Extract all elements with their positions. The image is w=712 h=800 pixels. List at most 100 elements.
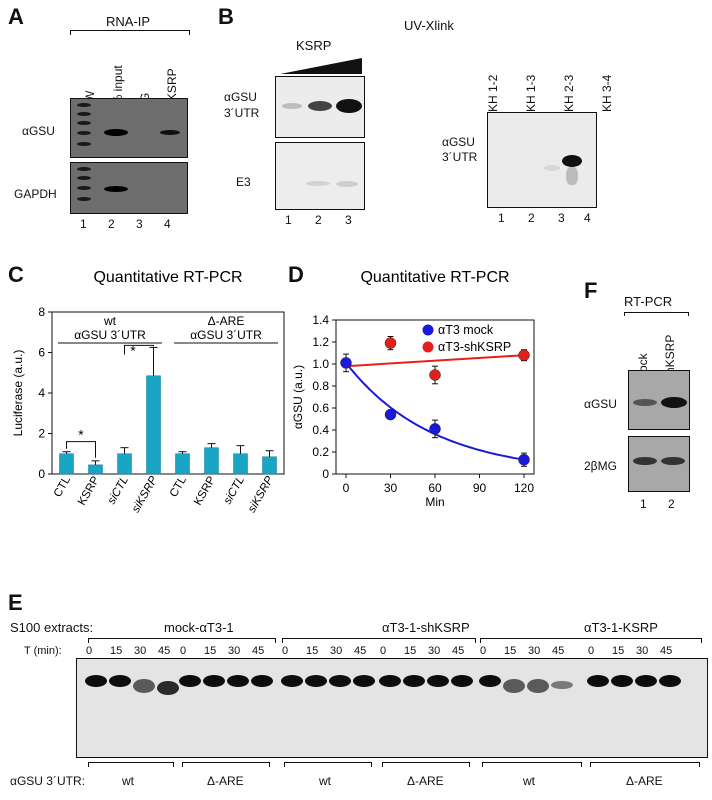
lane-header: KH 3-4: [600, 74, 614, 112]
gel-b-bottom: [275, 142, 365, 210]
chart-title: Quantitative RT-PCR: [93, 269, 242, 286]
kh-band: [544, 165, 560, 171]
xlink-band: [282, 103, 302, 109]
time-value: 30: [134, 645, 147, 657]
ladder-band: [77, 112, 91, 116]
sig-star: *: [130, 343, 136, 359]
panel-b-label: B: [218, 4, 234, 29]
lane-number: 2: [528, 211, 535, 225]
lane-number: 1: [640, 497, 647, 511]
rna-band: [503, 679, 525, 693]
x-tick-label: CTL: [52, 474, 74, 499]
rna-band: [611, 675, 633, 687]
panel-a-label: A: [8, 4, 24, 29]
utr-label: αGSU 3´UTR:: [10, 774, 85, 788]
f-row-b2mg: 2βMG: [584, 459, 617, 473]
b-row-label-utr: 3´UTR: [224, 106, 260, 120]
ladder-band: [77, 103, 91, 107]
extract-ksrp: αT3-1-KSRP: [584, 620, 658, 635]
input-band: [104, 129, 128, 136]
agsu-band: [661, 397, 687, 408]
bar: [233, 453, 248, 475]
gel-b-right: [487, 112, 597, 208]
y-tick-label: 0.2: [312, 445, 329, 459]
bar: [117, 453, 132, 475]
data-point: [340, 357, 352, 369]
lane-header: KH 1-3: [524, 74, 538, 112]
lane-number: 2: [668, 497, 675, 511]
time-value: 30: [528, 645, 541, 657]
x-tick-label: 90: [473, 481, 487, 495]
time-value: 30: [228, 645, 241, 657]
sig-bracket: [66, 441, 96, 458]
time-value: 45: [552, 645, 565, 657]
bar: [146, 375, 161, 475]
y-tick-label: 0: [322, 467, 329, 481]
ladder-band: [77, 167, 91, 171]
rna-band: [479, 675, 501, 687]
time-value: 30: [636, 645, 649, 657]
construct-bracket: [382, 762, 470, 767]
rna-band: [227, 675, 249, 687]
gel-f-top: [628, 370, 690, 430]
y-tick-label: 0.8: [312, 379, 329, 393]
y-tick-label: 0.4: [312, 423, 329, 437]
ksrp-band: [160, 130, 180, 135]
time-value: 45: [252, 645, 265, 657]
kh34-smear: [566, 167, 578, 185]
kh34-band: [562, 155, 582, 167]
time-value: 30: [330, 645, 343, 657]
rna-band: [305, 675, 327, 687]
panel-a-title-bracket: [70, 30, 190, 35]
gel-a-top: [70, 98, 188, 158]
panel-f-title-bracket-left: [624, 312, 625, 316]
sig-star: *: [78, 427, 84, 443]
group-label: αGSU 3´UTR: [190, 328, 262, 342]
f-row-agsu: αGSU: [584, 397, 617, 411]
e3-band: [306, 181, 330, 186]
y-axis-label: αGSU (a.u.): [291, 365, 305, 429]
b2mg-band: [633, 457, 657, 465]
ladder-band: [77, 131, 91, 135]
ladder-band: [77, 197, 91, 201]
y-tick-label: 0.6: [312, 401, 329, 415]
x-tick-label: siCTL: [106, 475, 131, 507]
bar: [175, 453, 190, 475]
x-tick-label: 0: [343, 481, 350, 495]
panel-e-label: E: [8, 590, 23, 615]
rna-band: [329, 675, 351, 687]
ladder-band: [77, 176, 91, 180]
chart-title: Quantitative RT-PCR: [360, 269, 509, 286]
rna-band: [635, 675, 657, 687]
time-value: 45: [354, 645, 367, 657]
time-value: 0: [86, 645, 93, 657]
rna-band: [451, 675, 473, 687]
data-point: [429, 369, 441, 381]
bar: [262, 456, 277, 475]
rna-band: [587, 675, 609, 687]
s100-label: S100 extracts:: [10, 620, 94, 635]
bar: [204, 447, 219, 475]
x-tick-label: 120: [514, 481, 534, 495]
lane-number: 4: [584, 211, 591, 225]
legend-label: αT3 mock: [438, 323, 494, 337]
time-value: 0: [282, 645, 289, 657]
chart-d: Quantitative RT-PCR 0 0.2 0.4 0.6 0.8 1.0 1.2 1.…: [291, 269, 535, 509]
b-right-row-utr: 3´UTR: [442, 150, 478, 164]
lane-number: 1: [498, 211, 505, 225]
time-value: 0: [588, 645, 595, 657]
time-value: 15: [504, 645, 517, 657]
lane-header: KH 2-3: [562, 74, 576, 112]
y-tick-label: 2: [38, 427, 45, 441]
time-label: T (min):: [24, 645, 62, 657]
time-value: 45: [158, 645, 171, 657]
x-tick-label: siKSRP: [130, 474, 160, 515]
y-tick-label: 1.0: [312, 357, 329, 371]
rna-band: [659, 675, 681, 687]
time-value: 0: [380, 645, 387, 657]
extract-bracket: [480, 638, 702, 643]
b-row-label-e3: E3: [236, 175, 251, 189]
ladder-band: [77, 142, 91, 146]
e3-band: [336, 181, 358, 187]
construct-bracket: [284, 762, 372, 767]
